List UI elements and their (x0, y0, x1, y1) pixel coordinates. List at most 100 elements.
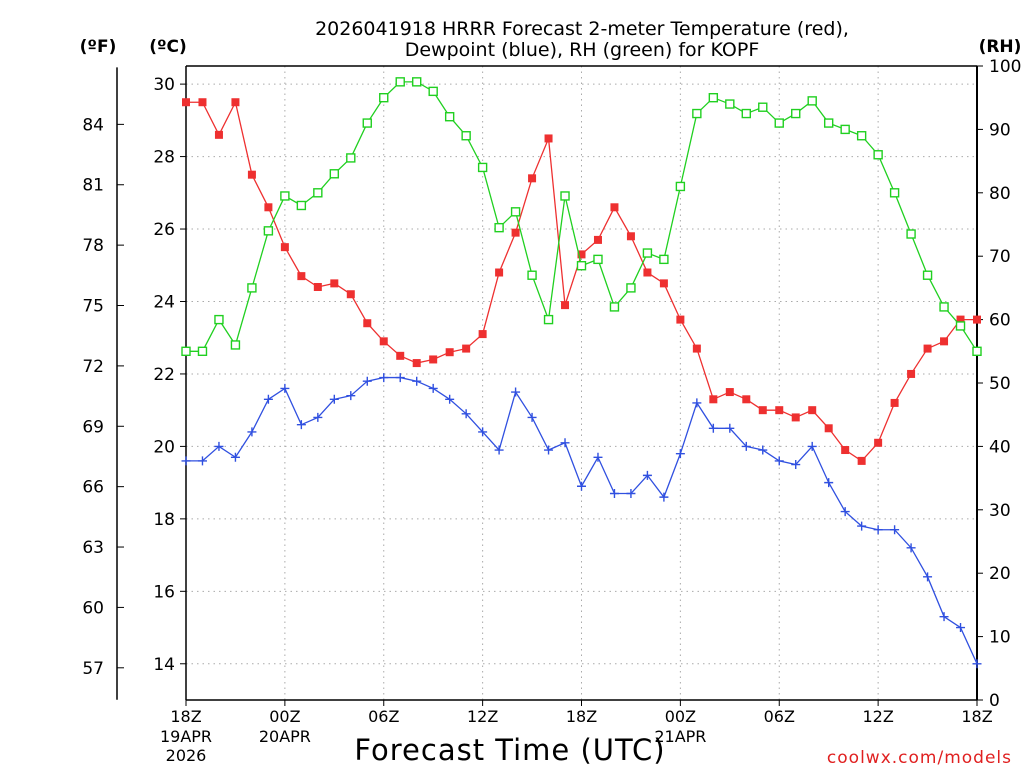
dewpoint-point (230, 452, 240, 462)
temperature-point (429, 355, 438, 364)
temperature-point (396, 351, 405, 360)
rh-point (444, 112, 455, 122)
dewpoint-point (214, 441, 224, 451)
dewpoint-point (346, 391, 356, 401)
chart-title-line2: Dewpoint (blue), RH (green) for KOPF (405, 39, 760, 61)
x-tick-label: 12Z (862, 707, 893, 726)
x-date-label: 20APR (259, 727, 311, 746)
temperature-point (379, 337, 388, 346)
rh-point (543, 314, 554, 325)
dewpoint-point (181, 456, 191, 466)
series-group (181, 77, 982, 669)
temperature-point (725, 388, 734, 397)
temperature-point (247, 170, 256, 179)
rh-tick-label: 90 (989, 120, 1011, 140)
rh-point (906, 229, 916, 239)
rh-point (725, 99, 735, 109)
temperature-point (198, 98, 207, 107)
x-tick-label: 18Z (566, 707, 597, 726)
fahrenheit-unit-label: (ºF) (80, 37, 117, 57)
temperature-point (775, 406, 784, 415)
celsius-tick-label: 16 (153, 582, 175, 602)
dewpoint-point (263, 394, 273, 404)
temperature-point (330, 279, 339, 288)
rh-point (329, 169, 340, 179)
rh-point (593, 254, 603, 265)
dewpoint-point (824, 478, 834, 488)
dewpoint-series-line (186, 376, 978, 665)
dewpoint-point (659, 492, 669, 502)
fahrenheit-tick-label: 78 (82, 236, 104, 256)
temperature-point (445, 348, 454, 357)
rh-point (313, 188, 323, 198)
rh-point (263, 226, 274, 236)
rh-point (642, 248, 653, 258)
rh-point (675, 181, 686, 192)
fahrenheit-tick-label: 81 (82, 176, 104, 196)
rh-point (708, 92, 719, 103)
temperature-point (231, 98, 240, 107)
celsius-tick-label: 14 (153, 655, 175, 675)
temperature-point (857, 456, 866, 465)
rh-tick-label: 40 (989, 437, 1011, 457)
temperature-point (791, 413, 800, 422)
rh-point (807, 96, 817, 106)
temperature-point (412, 359, 421, 368)
rh-point (395, 77, 405, 87)
dewpoint-point (280, 383, 290, 393)
temperature-point (495, 268, 504, 277)
dewpoint-point (972, 659, 982, 669)
rh-point (774, 118, 784, 128)
temperature-point (709, 395, 718, 404)
rh-point (856, 131, 867, 141)
dewpoint-point (428, 383, 438, 393)
fahrenheit-tick-label: 63 (82, 538, 104, 558)
dewpoint-point (857, 521, 867, 531)
rh-tick-label: 30 (989, 501, 1011, 521)
dewpoint-point (758, 445, 768, 455)
celsius-tick-label: 30 (153, 75, 175, 95)
rh-point (692, 108, 702, 119)
rh-point (758, 102, 768, 112)
rh-point (873, 150, 883, 160)
dewpoint-point (296, 420, 306, 430)
celsius-tick-label: 26 (153, 220, 175, 240)
x-date-label: 19APR (160, 727, 212, 746)
temperature-point (561, 301, 570, 310)
x-date-label: 21APR (654, 727, 706, 746)
dewpoint-point (675, 449, 685, 459)
temperature-point (742, 395, 751, 404)
fahrenheit-tick-label: 75 (82, 297, 104, 317)
dewpoint-point (692, 398, 702, 408)
rh-tick-label: 10 (989, 628, 1011, 648)
dewpoint-point (807, 441, 817, 451)
rh-point (379, 92, 389, 103)
fahrenheit-tick-label: 57 (82, 659, 104, 679)
dewpoint-point (379, 373, 389, 383)
rh-point (823, 118, 834, 128)
rh-point (939, 302, 949, 312)
rh-point (510, 207, 521, 217)
dewpoint-point (197, 456, 207, 466)
temperature-point (363, 319, 372, 328)
dewpoint-point (923, 572, 933, 582)
celsius-tick-label: 28 (153, 148, 175, 168)
temperature-point (610, 203, 619, 212)
fahrenheit-tick-label: 66 (82, 478, 104, 498)
temperature-point (643, 268, 652, 277)
rh-point (494, 222, 504, 233)
rh-point (181, 346, 191, 356)
x-axis-title: Forecast Time (UTC) (354, 733, 665, 767)
rh-point (560, 191, 570, 201)
dewpoint-point (247, 427, 257, 437)
rh-point (609, 302, 620, 312)
fahrenheit-tick-label: 69 (82, 417, 104, 437)
dewpoint-point (593, 452, 603, 462)
temperature-point (182, 98, 190, 107)
rh-point (791, 108, 801, 119)
rh-point (955, 321, 966, 331)
temperature-point (313, 282, 322, 291)
dewpoint-point (494, 445, 504, 455)
